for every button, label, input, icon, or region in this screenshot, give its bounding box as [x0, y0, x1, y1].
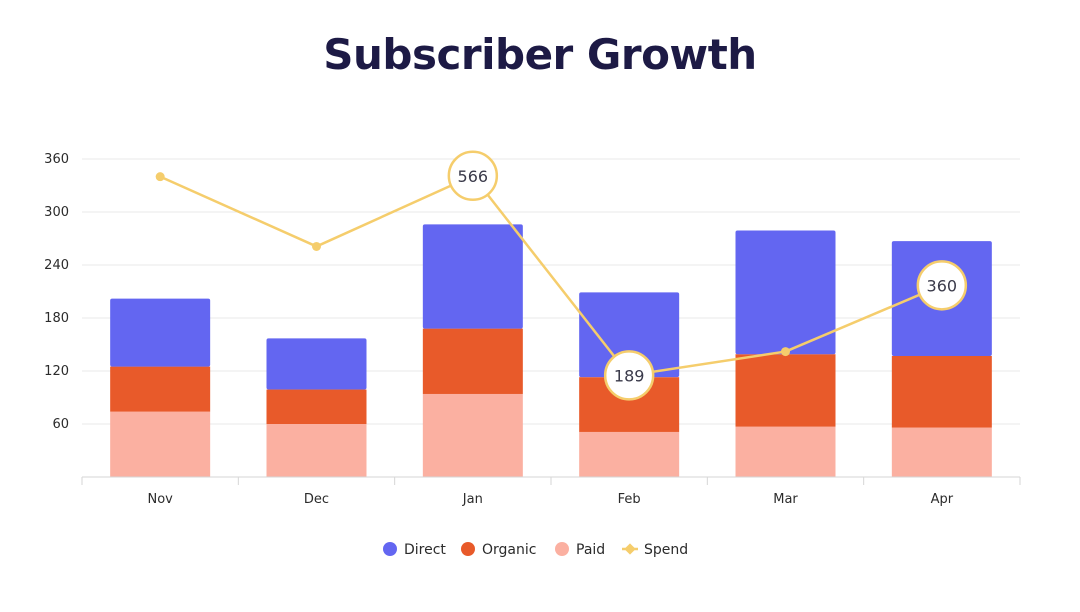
spend-callout-label: 189	[614, 366, 645, 385]
bar-paid-jan	[422, 393, 523, 477]
bar-organic-apr	[891, 355, 992, 428]
bar-paid-mar	[735, 426, 836, 477]
spend-callout-label: 566	[458, 167, 489, 186]
spend-point-mar	[781, 347, 790, 357]
y-tick-label: 60	[52, 417, 69, 432]
bar-direct-jan	[422, 224, 523, 329]
y-tick-label: 240	[44, 258, 69, 273]
x-tick-label: Feb	[618, 492, 641, 507]
bar-paid-nov	[110, 411, 211, 477]
x-tick-label: Nov	[147, 492, 173, 507]
bar-paid-feb	[579, 431, 680, 477]
bar-organic-jan	[422, 328, 523, 394]
chart-title: Subscriber Growth	[323, 30, 757, 79]
legend-marker-direct	[383, 542, 397, 556]
bar-organic-mar	[735, 354, 836, 427]
spend-point-nov	[155, 172, 165, 182]
legend-marker-organic	[461, 542, 475, 556]
spend-callout-jan	[447, 150, 499, 202]
bar-organic-nov	[110, 366, 211, 412]
legend-label-paid: Paid	[576, 542, 605, 558]
bar-paid-apr	[891, 427, 992, 477]
y-tick-label: 120	[44, 364, 69, 379]
bar-organic-dec	[266, 389, 367, 424]
bar-direct-feb	[579, 292, 680, 378]
bar-direct-mar	[735, 230, 836, 355]
x-tick-label: Mar	[773, 492, 798, 507]
spend-callout-feb	[603, 350, 655, 401]
bar-direct-nov	[110, 298, 211, 367]
x-tick-label: Dec	[304, 492, 329, 507]
y-tick-label: 300	[44, 205, 69, 220]
bar-paid-dec	[266, 424, 367, 477]
legend-marker-spend	[624, 543, 636, 555]
legend-label-direct: Direct	[404, 542, 446, 558]
legend-marker-paid	[555, 542, 569, 556]
legend-label-organic: Organic	[482, 542, 536, 558]
x-tick-label: Jan	[462, 492, 483, 507]
bar-direct-dec	[266, 338, 367, 390]
y-tick-label: 360	[44, 152, 69, 167]
spend-callout-label: 360	[927, 276, 958, 295]
y-tick-label: 180	[44, 311, 69, 326]
legend-label-spend: Spend	[644, 542, 688, 558]
spend-callout-apr	[916, 260, 968, 311]
x-tick-label: Apr	[931, 492, 954, 507]
spend-line	[159, 174, 943, 377]
spend-point-dec	[312, 241, 321, 251]
